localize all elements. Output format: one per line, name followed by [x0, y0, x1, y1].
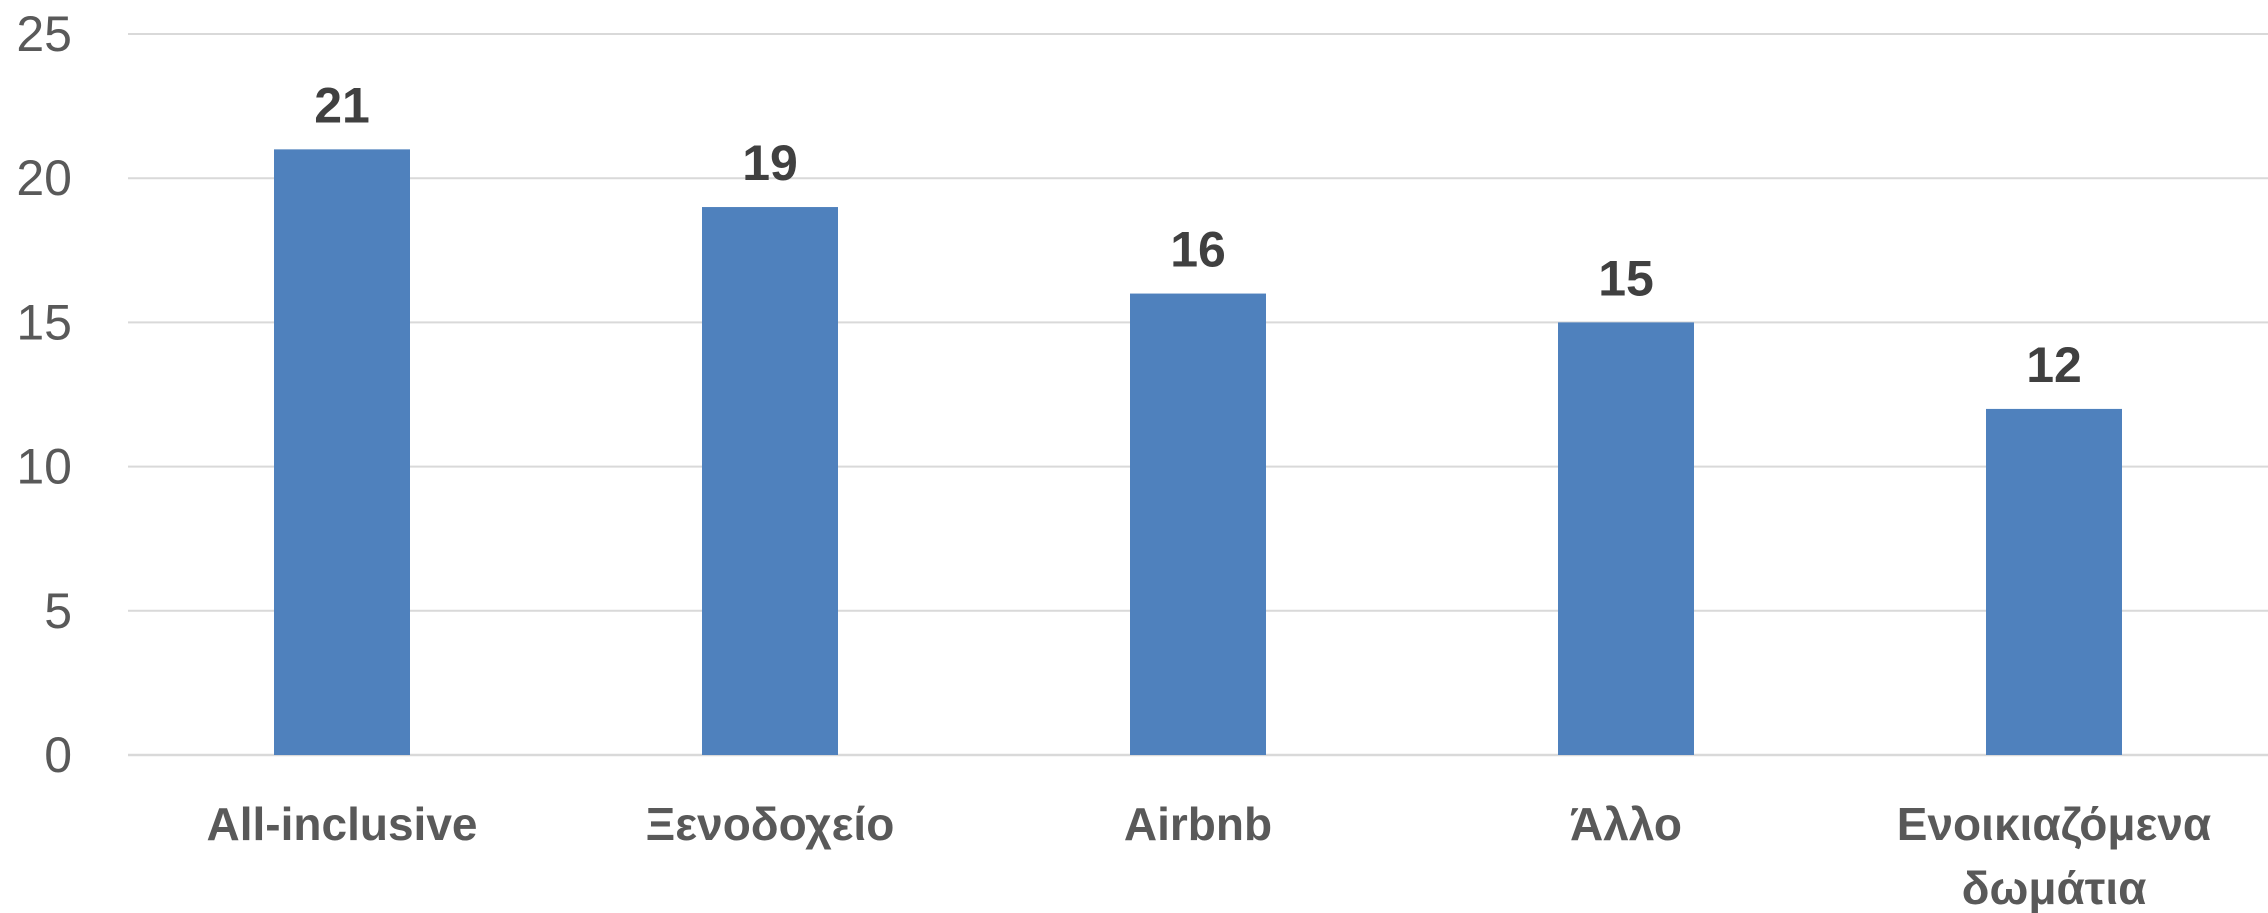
x-tick-label: All-inclusive: [207, 798, 478, 850]
y-tick-label: 25: [16, 6, 72, 62]
x-tick-label-line: Άλλο: [1570, 798, 1682, 850]
x-axis-tick-labels: All-inclusive Ξενοδοχείο Airbnb Άλλο Ενοικια…: [207, 798, 2212, 913]
data-label: 21: [314, 77, 370, 133]
bar: [274, 149, 410, 756]
x-tick-label-line: δωμάτια: [1962, 862, 2147, 913]
bar: [1986, 408, 2122, 755]
data-label: 19: [742, 135, 798, 191]
x-tick-label: Ξενοδοχείο: [646, 798, 895, 850]
y-tick-label: 5: [44, 583, 72, 639]
data-labels: 21 19 16 15 12: [314, 77, 2082, 393]
y-axis-tick-labels: 0 5 10 15 20 25: [16, 6, 72, 783]
x-tick-label-line: Airbnb: [1124, 798, 1272, 850]
data-label: 12: [2026, 337, 2082, 393]
x-tick-label-line: All-inclusive: [207, 798, 478, 850]
bar: [1558, 322, 1694, 755]
bars: [274, 149, 2122, 756]
x-tick-label: Ενοικιαζόμενα δωμάτια: [1897, 798, 2211, 913]
x-tick-label: Airbnb: [1124, 798, 1272, 850]
x-tick-label-line: Ξενοδοχείο: [646, 798, 895, 850]
y-tick-label: 0: [44, 727, 72, 783]
x-tick-label: Άλλο: [1570, 798, 1682, 850]
y-tick-label: 15: [16, 294, 72, 350]
y-tick-label: 20: [16, 150, 72, 206]
bar: [1130, 293, 1266, 755]
data-label: 16: [1170, 222, 1226, 278]
data-label: 15: [1598, 250, 1654, 306]
y-tick-label: 10: [16, 439, 72, 495]
bar: [702, 207, 838, 756]
x-tick-label-line: Ενοικιαζόμενα: [1897, 798, 2211, 850]
